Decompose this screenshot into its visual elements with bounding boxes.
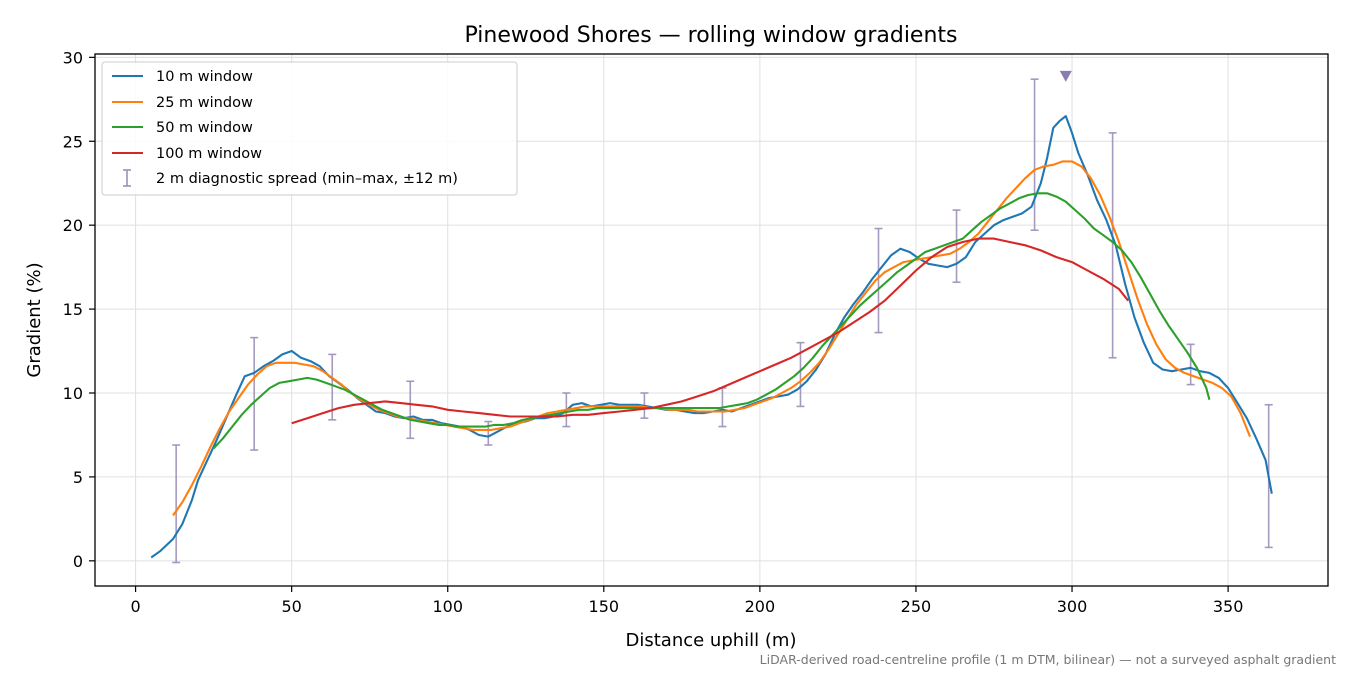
spread-errorbar [952, 209, 961, 284]
series-line [212, 192, 1211, 450]
x-tick-label: 250 [901, 597, 932, 616]
x-tick-label: 200 [745, 597, 776, 616]
footnote: LiDAR-derived road-centreline profile (1… [760, 652, 1336, 667]
y-tick-label: 20 [63, 216, 83, 235]
spread-errorbar [874, 227, 883, 334]
spread-errorbar [1186, 343, 1195, 386]
x-tick-label: 150 [589, 597, 620, 616]
y-axis-ticks: 0 5 10 15 20 25 30 [63, 48, 95, 571]
series-line [291, 237, 1130, 425]
legend-entry: 10 m window [156, 69, 253, 85]
legend-entry: 25 m window [156, 95, 253, 111]
x-tick-label: 300 [1057, 597, 1088, 616]
x-axis-ticks: 0 50 100 150 200 250 300 350 [130, 586, 1243, 616]
spread-errorbar [406, 380, 415, 440]
legend-entry: 100 m window [156, 146, 262, 162]
x-tick-label: 100 [432, 597, 463, 616]
y-tick-label: 15 [63, 300, 83, 319]
y-tick-label: 10 [63, 384, 83, 403]
spread-errorbar [1108, 132, 1117, 359]
plot-frame [94, 53, 1329, 587]
y-tick-label: 30 [63, 48, 83, 67]
x-tick-label: 50 [281, 597, 301, 616]
spread-errorbar [328, 353, 337, 421]
x-axis-label: Distance uphill (m) [626, 630, 797, 651]
legend-swatch [123, 169, 131, 187]
y-tick-label: 25 [63, 132, 83, 151]
spread-errorbar [250, 336, 259, 451]
legend: 10 m window 25 m window 50 m window 100 m w… [101, 61, 518, 196]
y-tick-label: 0 [73, 552, 83, 571]
legend-entry: 2 m diagnostic spread (min–max, ±12 m) [156, 171, 458, 187]
spread-errorbar [1030, 78, 1039, 232]
legend-box [101, 61, 518, 196]
y-tick-label: 5 [73, 468, 83, 487]
series-layer [150, 115, 1273, 559]
peak-marker [1059, 70, 1072, 82]
chart-title: Pinewood Shores — rolling window gradien… [464, 23, 957, 48]
spread-errorbar [172, 444, 181, 564]
legend-entry: 50 m window [156, 120, 253, 136]
y-axis-label: Gradient (%) [24, 262, 45, 377]
x-tick-label: 0 [130, 597, 140, 616]
x-tick-label: 350 [1213, 597, 1244, 616]
marker-layer [1059, 70, 1072, 82]
